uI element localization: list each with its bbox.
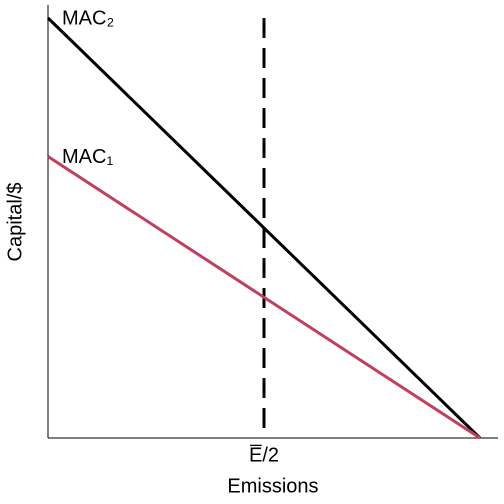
series-label: MAC₂ bbox=[62, 7, 114, 29]
series-label: MAC₁ bbox=[62, 146, 113, 168]
x-tick-label: E̅/2 bbox=[249, 443, 279, 466]
series-line bbox=[46, 16, 482, 440]
y-axis-label: Capital/$ bbox=[4, 183, 26, 262]
series-line bbox=[47, 155, 481, 440]
x-axis-label: Emissions bbox=[227, 475, 318, 497]
